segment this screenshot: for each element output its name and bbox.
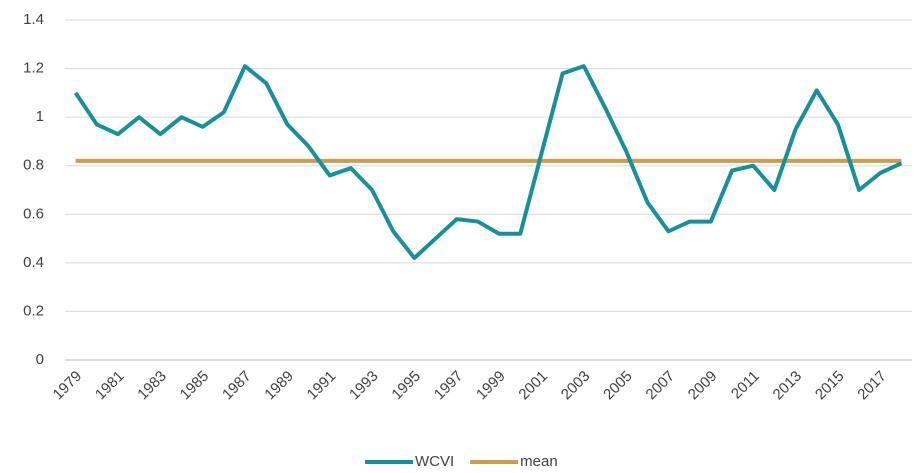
x-tick-label: 2011 bbox=[728, 368, 763, 403]
y-tick-label: 0.2 bbox=[23, 302, 44, 319]
x-tick-label: 1989 bbox=[261, 368, 297, 404]
series-line bbox=[73, 64, 903, 260]
x-tick-label: 2009 bbox=[685, 368, 721, 404]
x-tick-label: 1999 bbox=[473, 368, 509, 404]
y-tick-label: 0.4 bbox=[23, 254, 44, 271]
x-tick-label: 2017 bbox=[854, 368, 890, 404]
x-tick-label: 1983 bbox=[134, 368, 170, 404]
x-tick-label: 1995 bbox=[388, 368, 424, 404]
x-tick-label: 1979 bbox=[50, 368, 86, 404]
legend-label: WCVI bbox=[415, 453, 454, 470]
legend-label: mean bbox=[520, 453, 558, 470]
x-tick-label: 1993 bbox=[346, 368, 382, 404]
x-tick-label: 2013 bbox=[770, 368, 806, 404]
x-tick-label: 2007 bbox=[643, 368, 679, 404]
x-tick-label: 2015 bbox=[812, 368, 848, 404]
x-tick-label: 2003 bbox=[558, 368, 594, 404]
x-tick-label: 1981 bbox=[92, 368, 128, 404]
x-tick-label: 1985 bbox=[177, 368, 213, 404]
x-tick-label: 2001 bbox=[515, 368, 551, 404]
x-tick-label: 1997 bbox=[431, 368, 467, 404]
y-tick-label: 1 bbox=[36, 108, 44, 125]
y-tick-label: 1.2 bbox=[23, 60, 44, 77]
x-tick-label: 2005 bbox=[600, 368, 636, 404]
x-tick-label: 1991 bbox=[304, 368, 340, 404]
y-tick-label: 0 bbox=[36, 351, 44, 368]
y-tick-label: 0.6 bbox=[23, 205, 44, 222]
y-tick-label: 0.8 bbox=[23, 157, 44, 174]
y-tick-label: 1.4 bbox=[23, 11, 44, 28]
x-tick-label: 1987 bbox=[219, 368, 255, 404]
